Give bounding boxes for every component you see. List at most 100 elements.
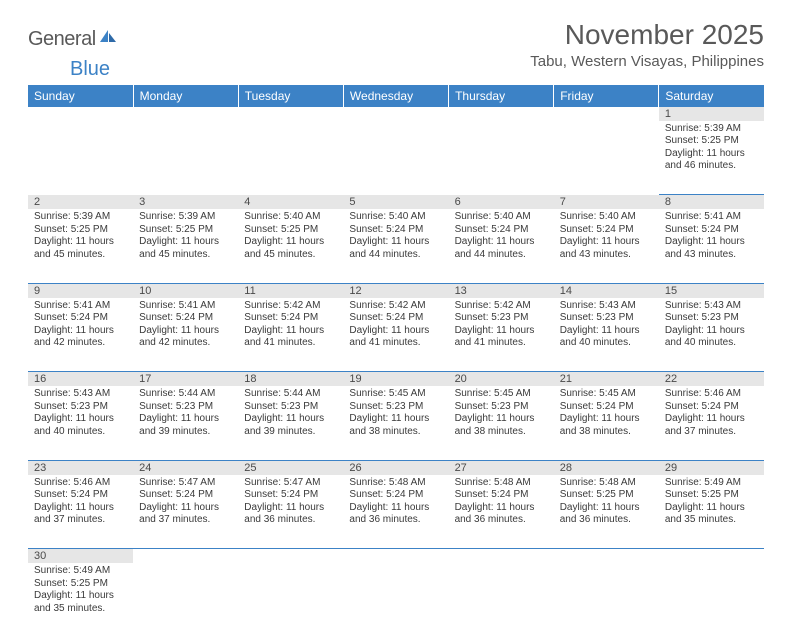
day-cell-body: Sunrise: 5:40 AMSunset: 5:24 PMDaylight:…	[343, 209, 448, 265]
week-row: Sunrise: 5:43 AMSunset: 5:23 PMDaylight:…	[28, 386, 764, 460]
day-cell-body: Sunrise: 5:41 AMSunset: 5:24 PMDaylight:…	[659, 209, 764, 265]
day-number-cell: 21	[554, 372, 659, 387]
col-saturday: Saturday	[659, 85, 764, 107]
day-cell: Sunrise: 5:45 AMSunset: 5:23 PMDaylight:…	[449, 386, 554, 460]
day-cell: Sunrise: 5:42 AMSunset: 5:23 PMDaylight:…	[449, 298, 554, 372]
day-cell: Sunrise: 5:49 AMSunset: 5:25 PMDaylight:…	[28, 563, 133, 637]
day-cell-body: Sunrise: 5:41 AMSunset: 5:24 PMDaylight:…	[28, 298, 133, 354]
day-number-cell: 20	[449, 372, 554, 387]
day-number-cell	[28, 107, 133, 121]
day-cell-body: Sunrise: 5:48 AMSunset: 5:24 PMDaylight:…	[449, 475, 554, 531]
day-cell-body: Sunrise: 5:42 AMSunset: 5:23 PMDaylight:…	[449, 298, 554, 354]
day-cell: Sunrise: 5:45 AMSunset: 5:24 PMDaylight:…	[554, 386, 659, 460]
daynum-row: 23242526272829	[28, 460, 764, 475]
calendar-body: 1Sunrise: 5:39 AMSunset: 5:25 PMDaylight…	[28, 107, 764, 637]
day-cell-body: Sunrise: 5:47 AMSunset: 5:24 PMDaylight:…	[238, 475, 343, 531]
day-cell: Sunrise: 5:48 AMSunset: 5:24 PMDaylight:…	[343, 475, 448, 549]
day-number-cell: 28	[554, 460, 659, 475]
day-cell: Sunrise: 5:39 AMSunset: 5:25 PMDaylight:…	[659, 121, 764, 195]
day-cell: Sunrise: 5:44 AMSunset: 5:23 PMDaylight:…	[238, 386, 343, 460]
logo: General	[28, 28, 119, 51]
day-cell-body: Sunrise: 5:40 AMSunset: 5:24 PMDaylight:…	[554, 209, 659, 265]
week-row: Sunrise: 5:39 AMSunset: 5:25 PMDaylight:…	[28, 121, 764, 195]
day-cell-body: Sunrise: 5:40 AMSunset: 5:24 PMDaylight:…	[449, 209, 554, 265]
day-cell: Sunrise: 5:46 AMSunset: 5:24 PMDaylight:…	[659, 386, 764, 460]
day-cell	[133, 563, 238, 637]
day-number-cell: 24	[133, 460, 238, 475]
day-cell-body: Sunrise: 5:45 AMSunset: 5:23 PMDaylight:…	[343, 386, 448, 442]
day-cell-body: Sunrise: 5:44 AMSunset: 5:23 PMDaylight:…	[238, 386, 343, 442]
day-cell-body: Sunrise: 5:48 AMSunset: 5:24 PMDaylight:…	[343, 475, 448, 531]
day-cell: Sunrise: 5:42 AMSunset: 5:24 PMDaylight:…	[238, 298, 343, 372]
col-friday: Friday	[554, 85, 659, 107]
day-cell	[659, 563, 764, 637]
day-number-cell: 27	[449, 460, 554, 475]
day-cell: Sunrise: 5:40 AMSunset: 5:24 PMDaylight:…	[554, 209, 659, 283]
logo-word-blue: Blue	[70, 58, 792, 81]
daynum-row: 16171819202122	[28, 372, 764, 387]
day-number-cell: 19	[343, 372, 448, 387]
day-cell: Sunrise: 5:40 AMSunset: 5:24 PMDaylight:…	[343, 209, 448, 283]
day-number-cell: 5	[343, 195, 448, 210]
day-cell	[554, 121, 659, 195]
day-cell-body: Sunrise: 5:42 AMSunset: 5:24 PMDaylight:…	[238, 298, 343, 354]
day-number-cell: 30	[28, 549, 133, 564]
week-row: Sunrise: 5:49 AMSunset: 5:25 PMDaylight:…	[28, 563, 764, 637]
day-number-cell: 7	[554, 195, 659, 210]
day-number-cell: 22	[659, 372, 764, 387]
day-cell: Sunrise: 5:39 AMSunset: 5:25 PMDaylight:…	[28, 209, 133, 283]
col-wednesday: Wednesday	[343, 85, 448, 107]
day-cell-body: Sunrise: 5:41 AMSunset: 5:24 PMDaylight:…	[133, 298, 238, 354]
day-cell-body: Sunrise: 5:49 AMSunset: 5:25 PMDaylight:…	[659, 475, 764, 531]
day-number-cell	[343, 549, 448, 564]
day-number-cell	[238, 549, 343, 564]
day-number-cell	[343, 107, 448, 121]
day-number-cell: 16	[28, 372, 133, 387]
day-cell-body: Sunrise: 5:39 AMSunset: 5:25 PMDaylight:…	[28, 209, 133, 265]
day-cell: Sunrise: 5:43 AMSunset: 5:23 PMDaylight:…	[28, 386, 133, 460]
day-cell-body: Sunrise: 5:43 AMSunset: 5:23 PMDaylight:…	[554, 298, 659, 354]
day-cell: Sunrise: 5:40 AMSunset: 5:25 PMDaylight:…	[238, 209, 343, 283]
day-cell: Sunrise: 5:44 AMSunset: 5:23 PMDaylight:…	[133, 386, 238, 460]
day-cell	[449, 563, 554, 637]
day-number-cell	[133, 549, 238, 564]
day-number-cell	[554, 107, 659, 121]
day-number-cell: 26	[343, 460, 448, 475]
day-number-cell: 14	[554, 283, 659, 298]
week-row: Sunrise: 5:39 AMSunset: 5:25 PMDaylight:…	[28, 209, 764, 283]
day-cell	[343, 121, 448, 195]
day-number-cell	[133, 107, 238, 121]
weekday-header-row: Sunday Monday Tuesday Wednesday Thursday…	[28, 85, 764, 107]
day-cell-body: Sunrise: 5:48 AMSunset: 5:25 PMDaylight:…	[554, 475, 659, 531]
day-number-cell: 13	[449, 283, 554, 298]
day-cell-body: Sunrise: 5:45 AMSunset: 5:23 PMDaylight:…	[449, 386, 554, 442]
col-tuesday: Tuesday	[238, 85, 343, 107]
logo-word-general: General	[28, 28, 96, 51]
month-title: November 2025	[530, 20, 764, 51]
day-cell-body: Sunrise: 5:44 AMSunset: 5:23 PMDaylight:…	[133, 386, 238, 442]
day-cell-body: Sunrise: 5:45 AMSunset: 5:24 PMDaylight:…	[554, 386, 659, 442]
day-number-cell	[449, 549, 554, 564]
day-cell	[554, 563, 659, 637]
day-number-cell: 23	[28, 460, 133, 475]
day-cell-body: Sunrise: 5:42 AMSunset: 5:24 PMDaylight:…	[343, 298, 448, 354]
day-cell-body: Sunrise: 5:39 AMSunset: 5:25 PMDaylight:…	[659, 121, 764, 177]
day-number-cell: 10	[133, 283, 238, 298]
sail-icon	[98, 28, 118, 51]
day-cell: Sunrise: 5:40 AMSunset: 5:24 PMDaylight:…	[449, 209, 554, 283]
day-cell: Sunrise: 5:47 AMSunset: 5:24 PMDaylight:…	[238, 475, 343, 549]
week-row: Sunrise: 5:46 AMSunset: 5:24 PMDaylight:…	[28, 475, 764, 549]
day-cell: Sunrise: 5:41 AMSunset: 5:24 PMDaylight:…	[133, 298, 238, 372]
day-number-cell: 18	[238, 372, 343, 387]
daynum-row: 2345678	[28, 195, 764, 210]
day-number-cell: 1	[659, 107, 764, 121]
day-cell-body: Sunrise: 5:43 AMSunset: 5:23 PMDaylight:…	[28, 386, 133, 442]
day-cell-body: Sunrise: 5:49 AMSunset: 5:25 PMDaylight:…	[28, 563, 133, 619]
day-cell: Sunrise: 5:39 AMSunset: 5:25 PMDaylight:…	[133, 209, 238, 283]
day-number-cell	[238, 107, 343, 121]
day-number-cell: 17	[133, 372, 238, 387]
day-number-cell: 4	[238, 195, 343, 210]
day-cell: Sunrise: 5:48 AMSunset: 5:25 PMDaylight:…	[554, 475, 659, 549]
day-cell-body: Sunrise: 5:47 AMSunset: 5:24 PMDaylight:…	[133, 475, 238, 531]
col-sunday: Sunday	[28, 85, 133, 107]
